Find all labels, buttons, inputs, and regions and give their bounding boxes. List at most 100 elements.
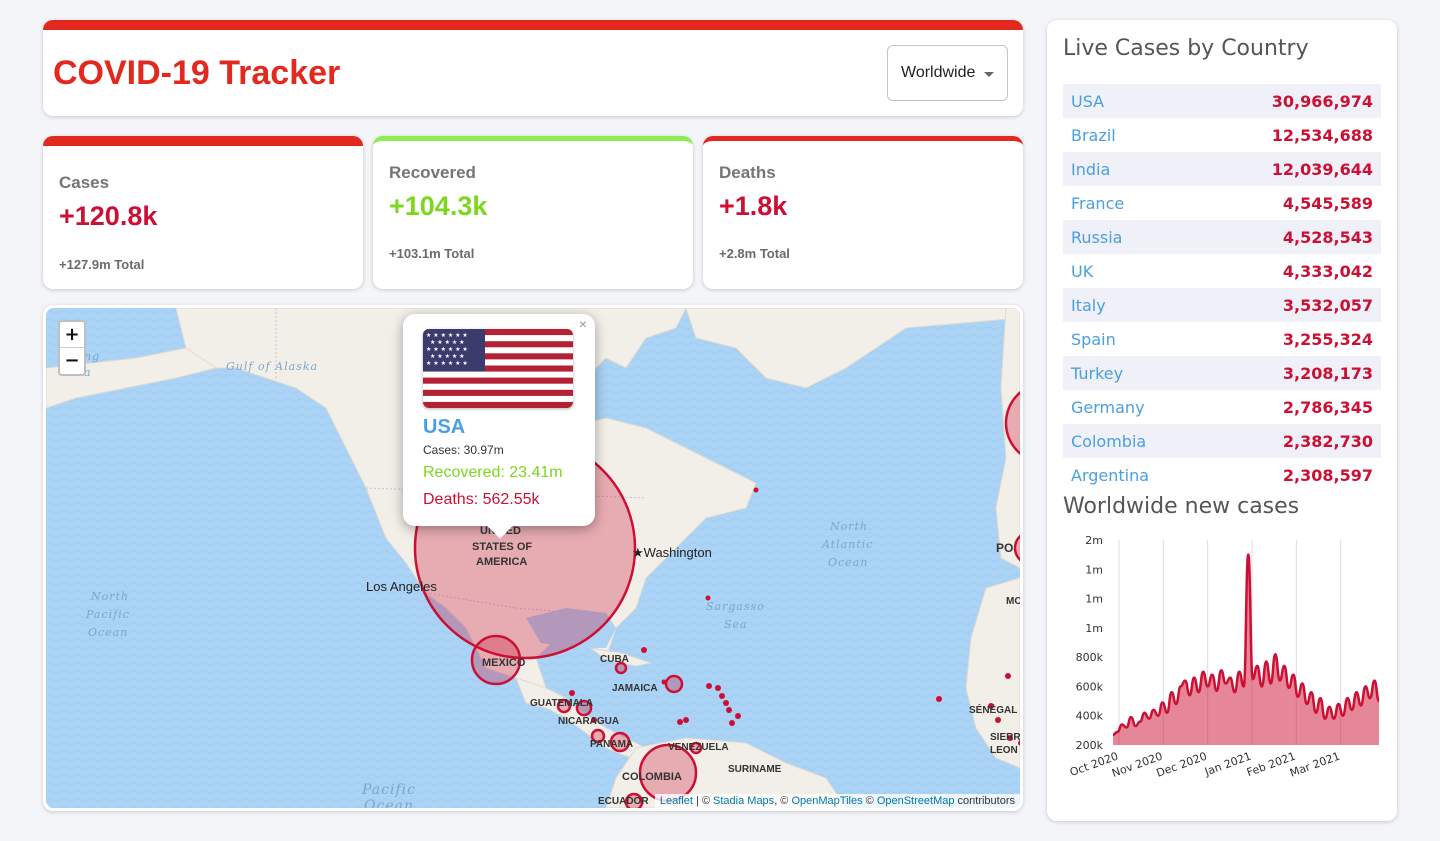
country-cases: 12,534,688 <box>1271 125 1373 145</box>
osm-link[interactable]: OpenStreetMap <box>876 795 955 807</box>
land-africa <box>965 577 1020 769</box>
country-name: Turkey <box>1071 363 1124 383</box>
world-map[interactable]: ng Sea Gulf of Alaska North Pacific Ocea… <box>46 308 1020 808</box>
circle-cuba <box>614 661 628 675</box>
table-row[interactable]: Germany 2,786,345 <box>1063 390 1381 424</box>
map-label-venezuela: VENEZUELA <box>668 742 729 753</box>
chart-ytick-label: 400k <box>1076 710 1104 723</box>
openmaptiles-link[interactable]: OpenMapTiles <box>791 795 863 807</box>
map-label-washington: ★Washington <box>632 545 712 560</box>
country-select[interactable]: Worldwide <box>887 45 1008 101</box>
table-row[interactable]: UK 4,333,042 <box>1063 254 1381 288</box>
chart-ytick-label: 2m <box>1085 534 1103 547</box>
small-case-dots <box>569 487 1020 746</box>
recovered-card[interactable]: Recovered +104.3k +103.1m Total <box>373 136 693 289</box>
table-row[interactable]: Brazil 12,534,688 <box>1063 118 1381 152</box>
country-cases: 12,039,644 <box>1271 159 1373 179</box>
map-label-pacific-2: Ocean <box>364 798 414 808</box>
circle-europe-1 <box>1004 390 1020 456</box>
attribution-sep-2: , © <box>774 795 792 807</box>
chart-title: Worldwide new cases <box>1063 494 1300 519</box>
table-row[interactable]: Spain 3,255,324 <box>1063 322 1381 356</box>
cases-label: Cases <box>59 173 110 192</box>
table-row[interactable]: Colombia 2,382,730 <box>1063 424 1381 458</box>
circle-panama <box>609 731 631 753</box>
country-name: France <box>1071 193 1125 213</box>
table-row[interactable]: Turkey 3,208,173 <box>1063 356 1381 390</box>
table-row[interactable]: Russia 4,528,543 <box>1063 220 1381 254</box>
recovered-total: +103.1m Total <box>389 246 475 261</box>
table-row[interactable]: Argentina 2,308,597 <box>1063 458 1381 492</box>
map-label-usa-2: STATES OF <box>472 541 532 553</box>
country-name: Colombia <box>1071 431 1147 451</box>
map-label-jamaica: JAMAICA <box>612 683 658 694</box>
circle-mexico <box>470 634 522 686</box>
country-name: UK <box>1071 261 1094 281</box>
stadia-link[interactable]: Stadia Maps <box>713 795 775 807</box>
country-name: Spain <box>1071 329 1116 349</box>
zoom-control: + − <box>58 320 86 376</box>
map-label-usa-3: AMERICA <box>476 556 527 568</box>
chart-ytick-label: 1m <box>1085 622 1103 635</box>
map-label-bering-1: ng <box>84 350 100 363</box>
recovered-label: Recovered <box>389 163 476 182</box>
close-icon[interactable]: × <box>578 316 587 332</box>
live-cases-title: Live Cases by Country <box>1063 36 1309 61</box>
deaths-total: +2.8m Total <box>719 246 790 261</box>
country-name: India <box>1071 159 1111 179</box>
map-label-north-atlantic-1: North <box>829 520 868 533</box>
zoom-in-button[interactable]: + <box>60 322 84 348</box>
chart-xtick-label: Nov 2020 <box>1110 750 1164 780</box>
country-cases: 30,966,974 <box>1271 91 1373 111</box>
land-cuba <box>589 647 653 667</box>
map-label-ecuador: ECUADOR <box>598 796 649 807</box>
map-label-panama: PANAMA <box>590 739 633 750</box>
header-card: COVID-19 Tracker Worldwide <box>43 20 1023 116</box>
map-label-cuba: CUBA <box>600 654 629 665</box>
map-label-sierra-2: LEON <box>990 745 1018 756</box>
circle-guatemala <box>556 698 572 714</box>
map-label-sierra-1: SIERR <box>990 732 1020 743</box>
table-row[interactable]: USA 30,966,974 <box>1063 84 1381 118</box>
chart-xtick-label: Dec 2020 <box>1155 750 1209 780</box>
country-name: Italy <box>1071 295 1106 315</box>
zoom-out-button[interactable]: − <box>64 350 80 371</box>
country-cases: 3,532,057 <box>1282 295 1373 315</box>
chart-xtick-label: Mar 2021 <box>1288 750 1342 780</box>
map-card: ng Sea Gulf of Alaska North Pacific Ocea… <box>43 305 1023 811</box>
country-name: Brazil <box>1071 125 1116 145</box>
map-attribution: Leaflet | © Stadia Maps, © OpenMapTiles … <box>654 794 1020 808</box>
map-label-north-pacific-3: Ocean <box>88 626 128 639</box>
app-title: COVID-19 Tracker <box>53 54 341 92</box>
country-cases: 3,255,324 <box>1282 329 1373 349</box>
attribution-sep-1: | © <box>692 795 714 807</box>
deaths-value: +1.8k <box>719 191 788 221</box>
leaflet-link[interactable]: Leaflet <box>659 795 693 807</box>
deaths-label: Deaths <box>719 163 776 182</box>
table-row[interactable]: Italy 3,532,057 <box>1063 288 1381 322</box>
country-cases: 4,545,589 <box>1282 193 1373 213</box>
popup-cases: Cases: 30.97m <box>423 443 504 457</box>
table-row[interactable]: France 4,545,589 <box>1063 186 1381 220</box>
deaths-card[interactable]: Deaths +1.8k +2.8m Total <box>703 136 1023 289</box>
svg-text:★ ★ ★ ★ ★: ★ ★ ★ ★ ★ <box>430 339 465 346</box>
map-label-gulf-alaska: Gulf of Alaska <box>226 360 318 373</box>
cases-card[interactable]: Cases +120.8k +127.9m Total <box>43 136 363 289</box>
country-name: Russia <box>1071 227 1123 247</box>
country-name: Argentina <box>1071 465 1150 485</box>
live-cases-table: USA 30,966,974 Brazil 12,534,688 India 12,039… <box>1063 84 1381 492</box>
right-panel: Live Cases by Country USA 30,966,974 Brazi… <box>1047 20 1397 821</box>
country-select-value: Worldwide <box>901 64 976 81</box>
table-row[interactable]: India 12,039,644 <box>1063 152 1381 186</box>
land-alaska-peninsula <box>46 347 218 409</box>
circle-honduras <box>575 699 593 717</box>
country-cases: 3,208,173 <box>1282 363 1373 383</box>
map-label-los-angeles: Los Angeles <box>366 579 437 594</box>
map-label-suriname: SURINAME <box>728 764 782 775</box>
popup-deaths: Deaths: 562.55k <box>423 491 540 508</box>
circle-ecuador <box>624 792 644 808</box>
attribution-suffix: contributors <box>954 795 1015 807</box>
usa-flag-icon: ★ ★ ★ ★ ★ ★ ★ ★ ★ ★ ★ ★ ★ ★ ★ ★ ★ ★ ★ ★ … <box>423 329 573 408</box>
chevron-down-icon <box>984 72 994 77</box>
circle-europe-2 <box>1013 534 1020 562</box>
